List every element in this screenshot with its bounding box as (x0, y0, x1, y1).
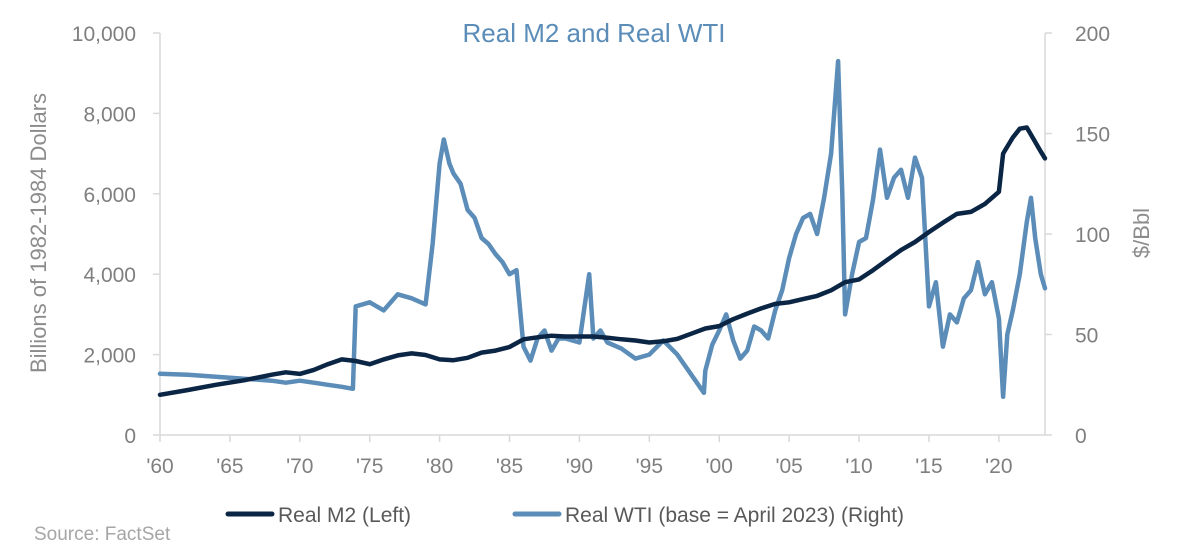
x-tick-label: '85 (496, 455, 523, 478)
chart-title: Real M2 and Real WTI (463, 18, 726, 48)
right-axis-title: $/Bbl (1129, 208, 1154, 258)
series-line-real-wti (157, 58, 1048, 400)
right-tick-label: 0 (1075, 425, 1087, 448)
left-tick-label: 10,000 (72, 23, 136, 46)
x-tick-label: '75 (356, 455, 383, 478)
x-tick-label: '95 (636, 455, 663, 478)
x-tick-label: '05 (775, 455, 802, 478)
legend-label-real-wti: Real WTI (base = April 2023) (Right) (565, 504, 904, 527)
x-tick-label: '65 (216, 455, 243, 478)
x-tick-label: '90 (566, 455, 593, 478)
left-axis-title: Billions of 1982-1984 Dollars (26, 93, 51, 373)
x-tick-label: '15 (915, 455, 942, 478)
x-tick-label: '80 (426, 455, 453, 478)
x-tick-label: '00 (706, 455, 733, 478)
x-tick-label: '20 (985, 455, 1012, 478)
legend: Real M2 (Left) Real WTI (base = April 20… (225, 504, 904, 527)
left-axis: 0 2,000 4,000 6,000 8,000 10,000 (72, 23, 161, 448)
legend-label-real-m2: Real M2 (Left) (278, 504, 411, 527)
series-line-real-m2 (157, 125, 1048, 398)
source-note: Source: FactSet (34, 524, 171, 545)
series-layer (157, 58, 1048, 400)
left-tick-label: 4,000 (83, 264, 136, 287)
right-tick-label: 50 (1075, 325, 1098, 348)
left-tick-label: 2,000 (83, 345, 136, 368)
x-tick-label: '70 (286, 455, 313, 478)
right-tick-label: 100 (1075, 224, 1110, 247)
x-tick-label: '60 (146, 455, 173, 478)
left-tick-label: 0 (124, 425, 136, 448)
right-axis: 0 50 100 150 200 (1044, 23, 1110, 448)
right-tick-label: 200 (1075, 23, 1110, 46)
left-tick-label: 8,000 (83, 103, 136, 126)
x-axis: '60 '65 '70 '75 '80 '85 '90 '95 '00 '05 '10 '15 '20 (146, 434, 1045, 478)
x-tick-label: '10 (845, 455, 872, 478)
right-tick-label: 150 (1075, 124, 1110, 147)
left-tick-label: 6,000 (83, 184, 136, 207)
